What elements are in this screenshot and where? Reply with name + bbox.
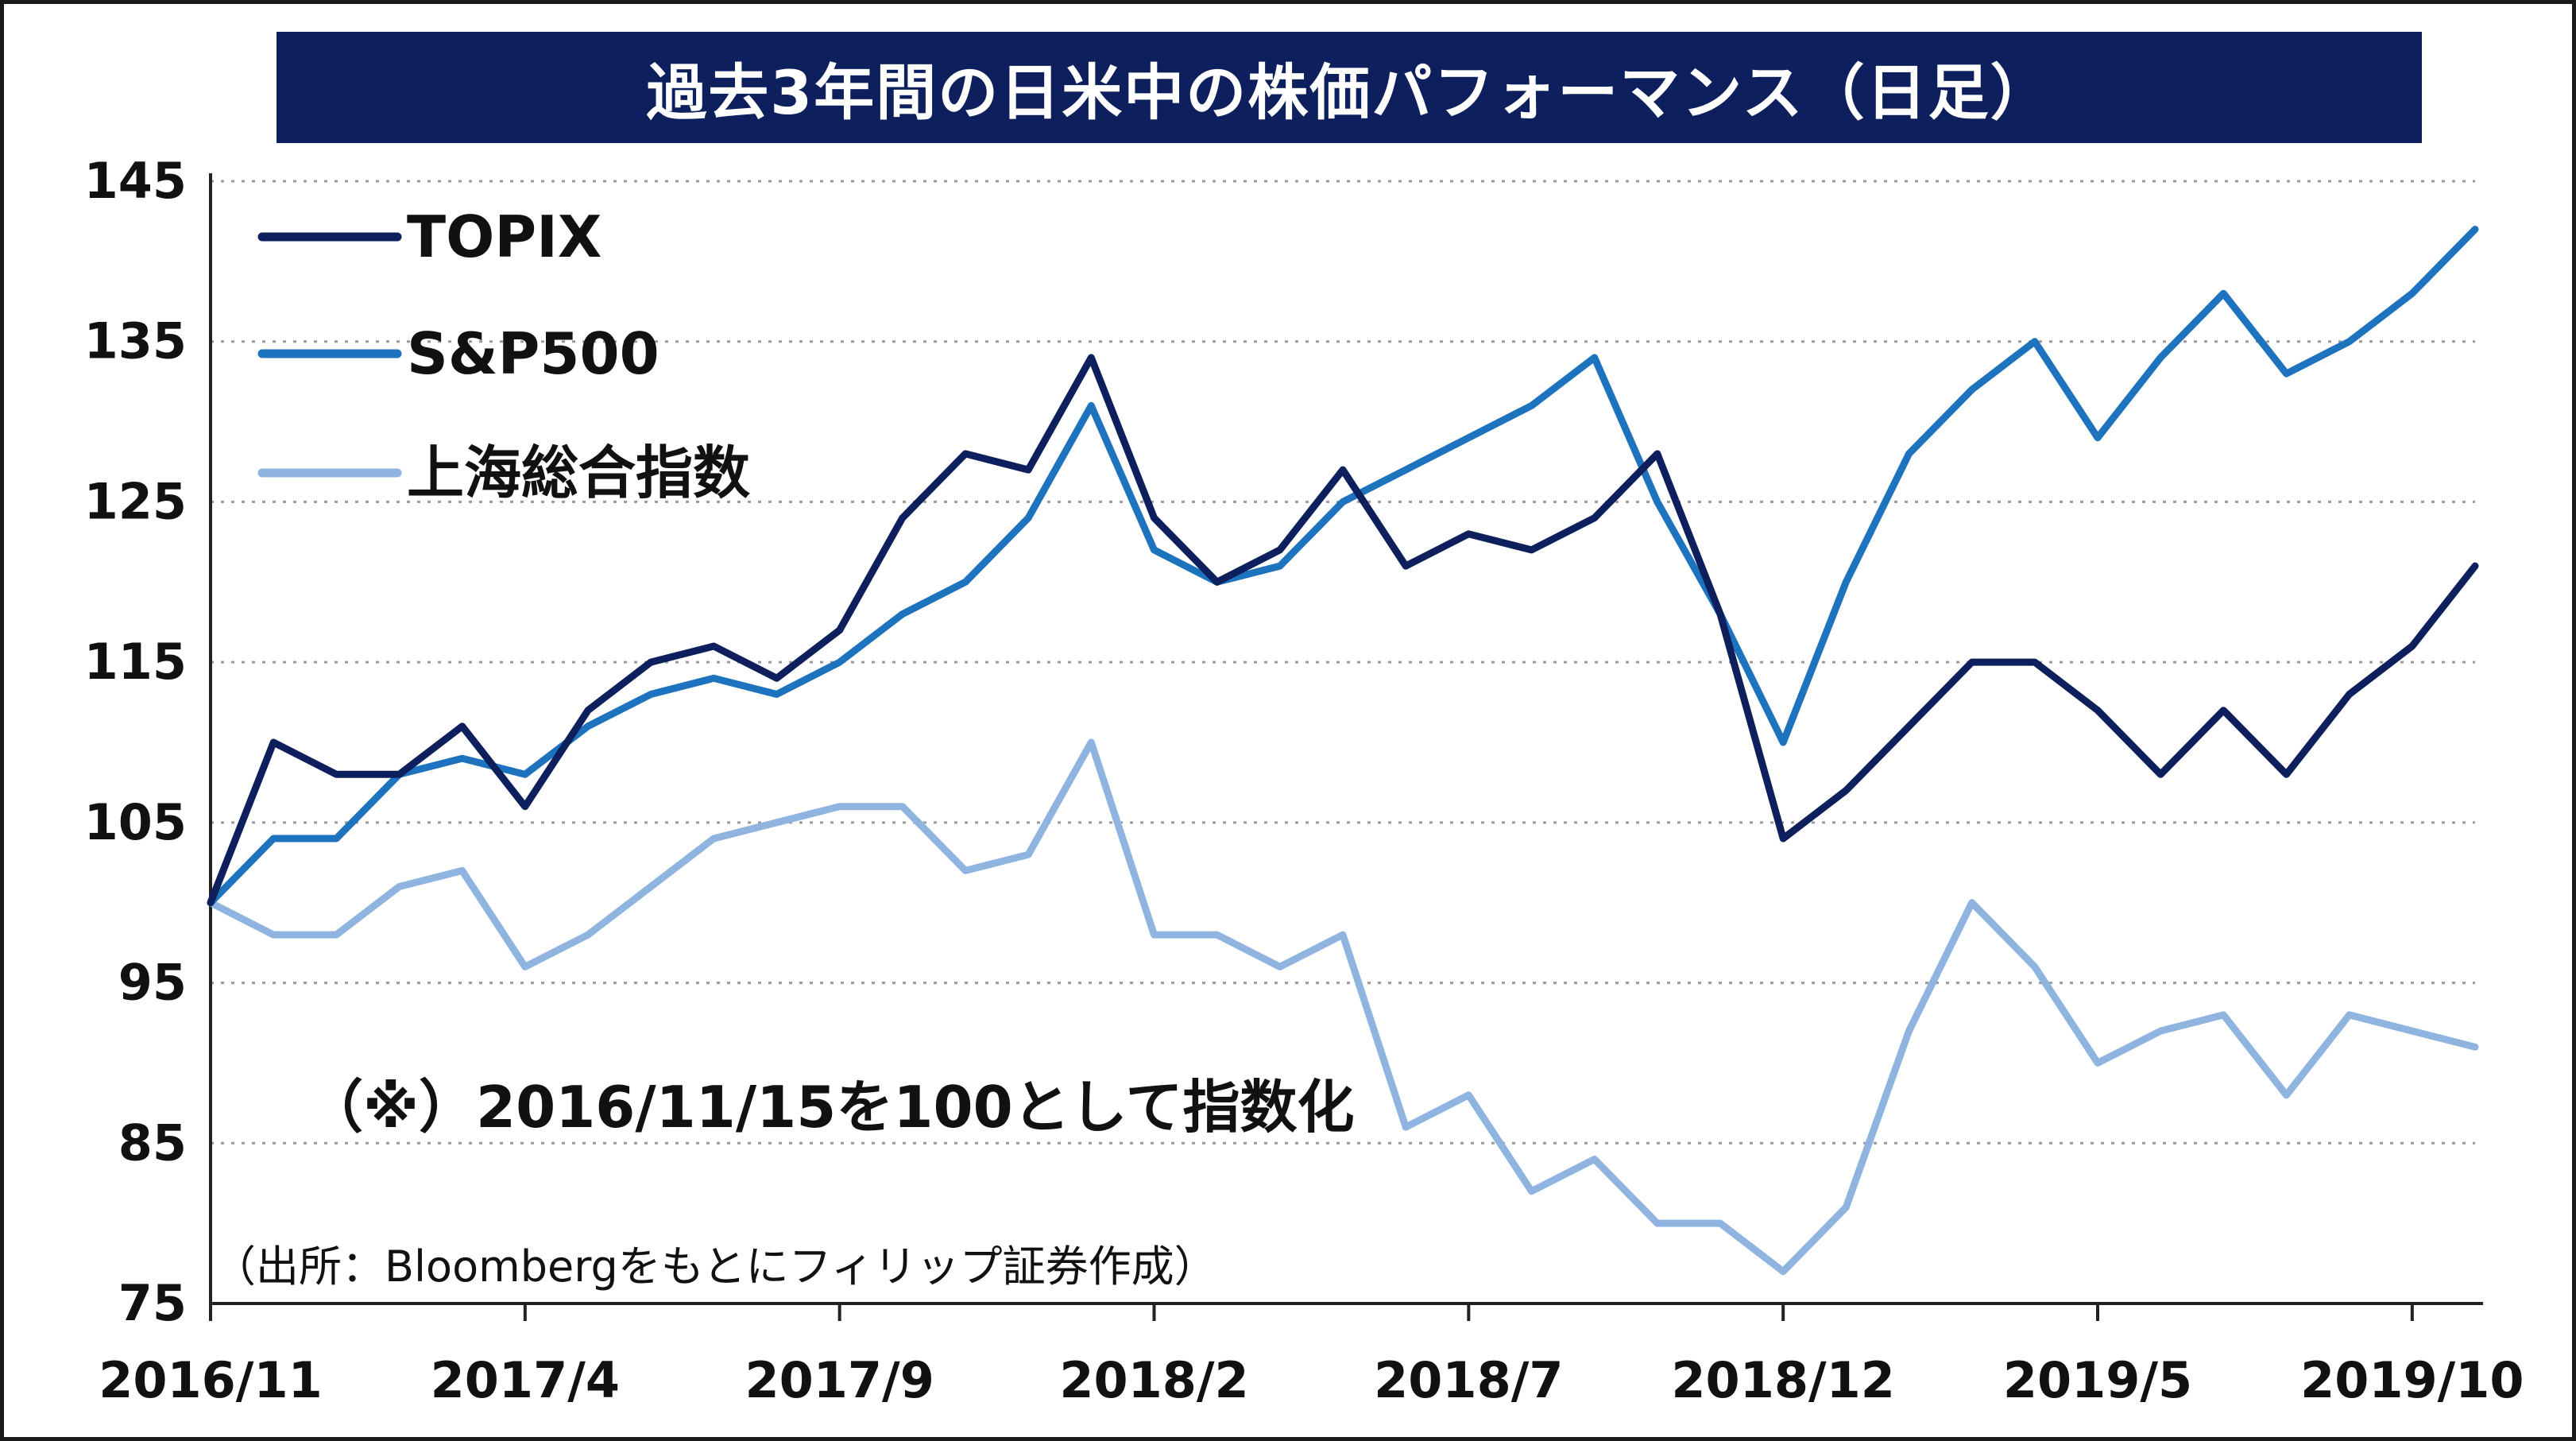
y-tick-labels: 145 135 125 115 105 95 85 75: [84, 152, 187, 1332]
series-line-0: [207, 354, 2479, 907]
series-line-1: [207, 226, 2479, 907]
y-tick-135: 135: [84, 312, 187, 370]
source-note: （出所：Bloombergをもとにフィリップ証券作成）: [213, 1242, 1217, 1292]
legend-label-0: TOPIX: [407, 203, 601, 270]
y-tick-85: 85: [118, 1114, 187, 1172]
series-line-2: [207, 738, 2479, 1276]
x-tick-7: 2019/10: [2300, 1351, 2524, 1409]
x-tick-6: 2019/5: [2003, 1351, 2192, 1409]
x-tick-1: 2017/4: [431, 1351, 620, 1409]
x-tick-2: 2017/9: [745, 1351, 934, 1409]
x-tick-0: 2016/11: [99, 1351, 322, 1409]
y-tick-115: 115: [84, 633, 187, 691]
x-tick-4: 2018/7: [1374, 1351, 1563, 1409]
y-tick-95: 95: [118, 954, 187, 1012]
legend-label-2: 上海総合指数: [407, 440, 750, 506]
legend-label-1: S&P500: [407, 320, 659, 387]
y-tick-125: 125: [84, 472, 187, 530]
x-tick-3: 2018/2: [1059, 1351, 1248, 1409]
y-tick-145: 145: [84, 152, 187, 210]
axes: [209, 173, 2483, 1321]
y-tick-105: 105: [84, 793, 187, 851]
x-tick-labels: 2016/11 2017/4 2017/9 2018/2 2018/7 2018/12 20…: [99, 1351, 2524, 1409]
chart-title: 過去3年間の日米中の株価パフォーマンス（日足）: [277, 32, 2422, 143]
normalization-note: （※）2016/11/15を100として指数化: [306, 1074, 1355, 1141]
y-tick-75: 75: [118, 1274, 187, 1332]
x-tick-5: 2018/12: [1671, 1351, 1894, 1409]
series-lines: [207, 226, 2479, 1276]
legend: TOPIX S&P500 上海総合指数: [257, 203, 750, 506]
